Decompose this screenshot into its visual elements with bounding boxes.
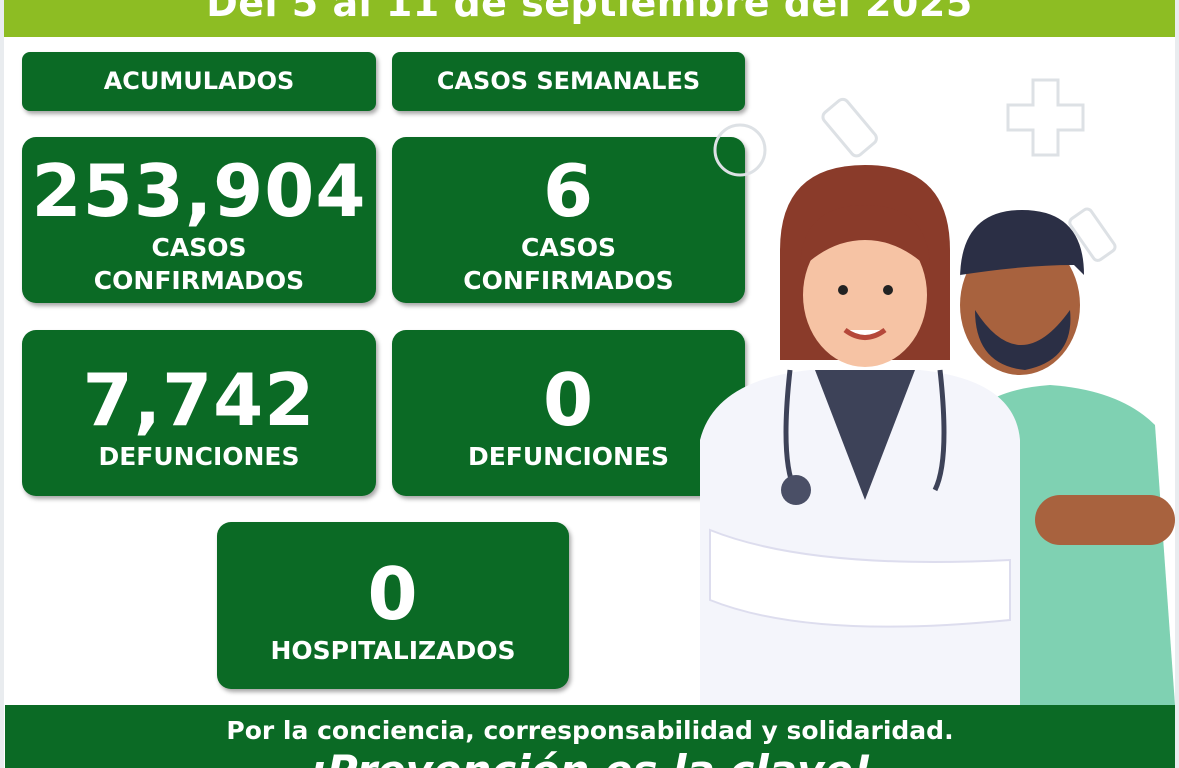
doctor-illustration bbox=[700, 78, 1175, 705]
cumulative-confirmed-card: 253,904 CASOS CONFIRMADOS bbox=[22, 137, 376, 303]
weekly-confirmed-card: 6 CASOS CONFIRMADOS bbox=[392, 137, 745, 303]
label-line2: CONFIRMADOS bbox=[463, 266, 674, 295]
cumulative-deaths-value: 7,742 bbox=[82, 358, 316, 442]
date-range: Del 5 al 11 de septiembre del 2025 bbox=[206, 0, 973, 25]
label-line1: CASOS bbox=[151, 233, 247, 262]
hospitalized-value: 0 bbox=[367, 552, 419, 636]
label-line1: CASOS bbox=[521, 233, 616, 262]
weekly-deaths-card: 0 DEFUNCIONES bbox=[392, 330, 745, 496]
footer-slogan: Por la conciencia, corresponsabilidad y … bbox=[226, 716, 954, 745]
hospitalized-card: 0 HOSPITALIZADOS bbox=[217, 522, 569, 689]
label: HOSPITALIZADOS bbox=[270, 636, 516, 665]
medical-background-icons bbox=[713, 78, 1117, 262]
footer-tagline: ¡Prevención es la clave! bbox=[5, 749, 1175, 768]
label: DEFUNCIONES bbox=[98, 442, 300, 471]
label-line2: CONFIRMADOS bbox=[93, 266, 305, 295]
date-banner: Del 5 al 11 de septiembre del 2025 bbox=[4, 0, 1175, 37]
cumulative-confirmed-value: 253,904 bbox=[31, 149, 367, 233]
weekly-confirmed-value: 6 bbox=[542, 149, 595, 233]
footer-banner: Por la conciencia, corresponsabilidad y … bbox=[5, 705, 1175, 768]
weekly-deaths-value: 0 bbox=[542, 358, 595, 442]
cumulative-deaths-card: 7,742 DEFUNCIONES bbox=[22, 330, 376, 496]
section-header-weekly: CASOS SEMANALES bbox=[392, 52, 745, 111]
section-header-cumulative: ACUMULADOS bbox=[22, 52, 376, 111]
label: DEFUNCIONES bbox=[467, 442, 670, 471]
